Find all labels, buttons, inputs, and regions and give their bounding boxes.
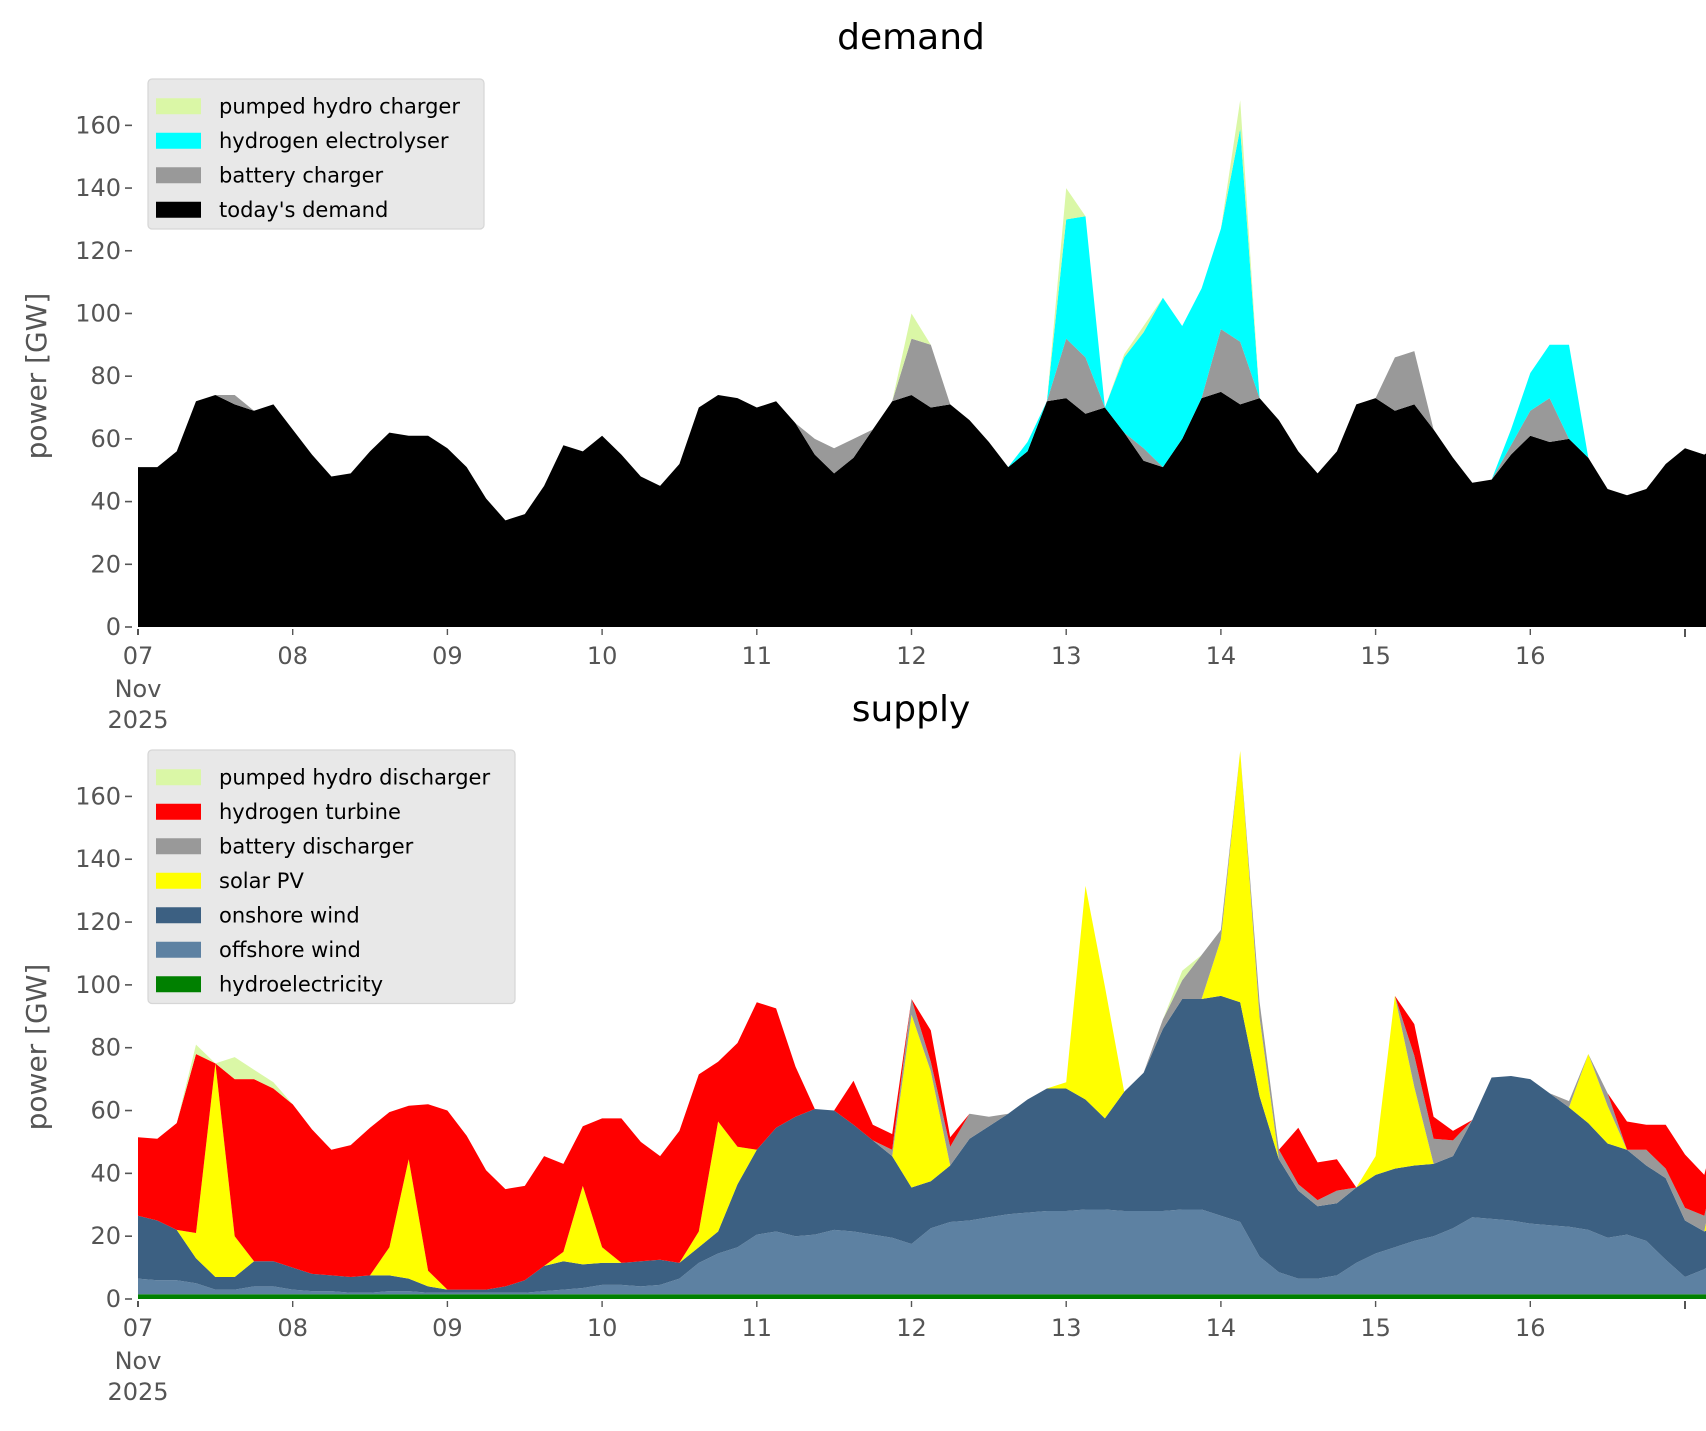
legend-swatch: [156, 907, 201, 924]
area-offshore-wind: [138, 1209, 1706, 1295]
x-tick-label: 10: [587, 1314, 618, 1342]
axes-layer: 0 20 40 60 80 100 120 140 160 07 Nov 2025 08 09 10 11 12…: [75, 111, 1686, 734]
legend-label: pumped hydro discharger: [219, 765, 490, 789]
x-tick-sublabel: Nov: [115, 1347, 162, 1375]
y-tick-label: 100: [75, 971, 121, 999]
legend-swatch: [156, 132, 201, 149]
y-tick-label: 60: [90, 1097, 121, 1125]
legend-label: offshore wind: [219, 938, 361, 962]
y-tick-label: 80: [90, 1034, 121, 1062]
area-battery-charger: [138, 329, 1706, 521]
y-tick-label: 80: [90, 362, 121, 390]
area-onshore-wind: [138, 995, 1706, 1293]
area-layer: [138, 100, 1706, 627]
legend-label: pumped hydro charger: [219, 94, 460, 118]
chart-title: demand: [837, 17, 985, 58]
x-tick-label: 15: [1360, 642, 1391, 670]
legend-box: [147, 78, 485, 230]
x-tick-label: 09: [432, 1314, 463, 1342]
x-tick-label: 14: [1206, 1314, 1237, 1342]
y-tick-label: 120: [75, 908, 121, 936]
area-today-s-demand: [138, 391, 1706, 627]
legend-swatch: [156, 201, 201, 218]
x-tick-label: 13: [1051, 642, 1082, 670]
legend-swatch: [156, 838, 201, 855]
legend-label: battery discharger: [219, 834, 414, 858]
demand-chart: demand power [GW] 0204060801001201401600…: [20, 17, 1706, 734]
area-hydrogen-turbine: [138, 750, 1706, 1290]
legend-swatch: [156, 976, 201, 993]
x-tick-label: 10: [587, 642, 618, 670]
legend-swatch: [156, 98, 201, 115]
legend-label: onshore wind: [219, 903, 360, 927]
x-tick-label: 12: [896, 1314, 927, 1342]
y-tick-label: 20: [90, 1222, 121, 1250]
area-layer: [138, 750, 1706, 1299]
legend-label: today's demand: [219, 198, 388, 222]
y-tick-label: 40: [90, 1159, 121, 1187]
area-solar-pv: [138, 750, 1706, 1290]
axes-layer: 0 20 40 60 80 100 120 140 160 07 Nov 2025 08 09 10 11 12…: [75, 782, 1686, 1406]
y-tick-label: 60: [90, 425, 121, 453]
y-tick-label: 0: [106, 1285, 121, 1313]
y-tick-label: 120: [75, 237, 121, 265]
y-tick-label: 140: [75, 174, 121, 202]
x-tick-sublabel: 2025: [107, 1378, 168, 1406]
y-tick-label: 160: [75, 111, 121, 139]
y-axis-label: power [GW]: [20, 964, 53, 1131]
chart-title: supply: [852, 689, 971, 730]
legend-label: battery charger: [219, 163, 384, 187]
x-tick-label: 07: [123, 1314, 154, 1342]
legend-swatch: [156, 769, 201, 786]
supply-chart: supply power [GW] 0204060801001201401600…: [20, 689, 1706, 1406]
y-tick-label: 0: [106, 613, 121, 641]
y-tick-label: 20: [90, 550, 121, 578]
legend-label: solar PV: [219, 869, 304, 893]
legend-swatch: [156, 941, 201, 958]
x-tick-label: 15: [1360, 1314, 1391, 1342]
x-tick-label: 11: [742, 642, 773, 670]
x-tick-label: 12: [896, 642, 927, 670]
legend: pumped hydro charger hydrogen electrolyse…: [147, 78, 485, 230]
x-tick-label: 07: [123, 642, 154, 670]
legend-box: [147, 749, 516, 1005]
y-tick-label: 100: [75, 299, 121, 327]
x-tick-sublabel: 2025: [107, 706, 168, 734]
x-tick-label: 08: [277, 642, 308, 670]
y-tick-label: 40: [90, 488, 121, 516]
x-tick-label: 08: [277, 1314, 308, 1342]
legend-label: hydrogen electrolyser: [219, 129, 449, 153]
y-axis-label: power [GW]: [20, 293, 53, 460]
x-tick-label: 14: [1206, 642, 1237, 670]
legend-swatch: [156, 803, 201, 820]
x-tick-label: 13: [1051, 1314, 1082, 1342]
x-tick-label: 16: [1515, 642, 1546, 670]
y-tick-label: 160: [75, 782, 121, 810]
legend-label: hydroelectricity: [219, 972, 383, 996]
legend-swatch: [156, 167, 201, 184]
legend-swatch: [156, 872, 201, 889]
legend: pumped hydro discharger hydrogen turbine b…: [147, 749, 516, 1005]
x-tick-sublabel: Nov: [115, 675, 162, 703]
y-tick-label: 140: [75, 845, 121, 873]
legend-label: hydrogen turbine: [219, 800, 401, 824]
x-tick-label: 16: [1515, 1314, 1546, 1342]
x-tick-label: 09: [432, 642, 463, 670]
x-tick-label: 11: [742, 1314, 773, 1342]
area-hydroelectricity: [138, 1294, 1706, 1299]
